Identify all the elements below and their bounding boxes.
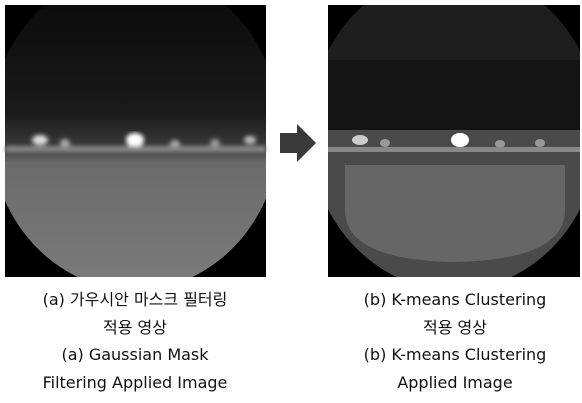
arrow xyxy=(280,124,316,162)
kmeans-image xyxy=(328,5,580,277)
caption-line: 적용 영상 xyxy=(0,314,270,342)
caption-line: (b) K-means Clustering xyxy=(320,286,582,314)
caption-line: (a) Gaussian Mask xyxy=(0,341,270,369)
figure-images xyxy=(0,0,582,280)
caption-line: Filtering Applied Image xyxy=(0,369,270,397)
gaussian-image xyxy=(5,5,266,277)
caption-line: (b) K-means Clustering xyxy=(320,341,582,369)
caption-line: (a) 가우시안 마스크 필터링 xyxy=(0,286,270,314)
caption-line: Applied Image xyxy=(320,369,582,397)
caption-line: 적용 영상 xyxy=(320,314,582,342)
figure: (a) 가우시안 마스크 필터링적용 영상(a) Gaussian MaskFi… xyxy=(0,0,582,403)
